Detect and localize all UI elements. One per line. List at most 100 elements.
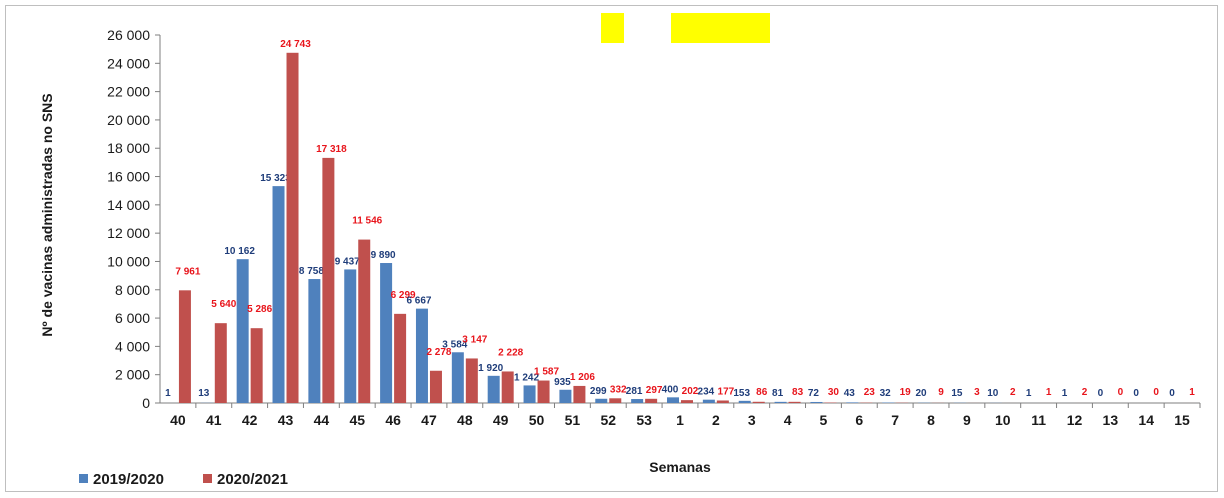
x-tick-label: 52 [600, 412, 616, 428]
x-tick-label: 46 [385, 412, 401, 428]
bar-2020-2021 [429, 370, 442, 403]
data-label-2020-2021: 2 228 [498, 347, 523, 358]
y-tick-label: 24 000 [107, 55, 150, 71]
data-label-2019-2020: 1 [1062, 388, 1068, 399]
x-tick-label: 12 [1067, 412, 1083, 428]
y-tick-label: 26 000 [107, 27, 150, 43]
bar-2020-2021 [250, 328, 263, 403]
data-label-2020-2021: 83 [792, 387, 804, 398]
data-label-2019-2020: 1 920 [478, 363, 503, 374]
legend-label-2020-2021: 2020/2021 [217, 471, 288, 488]
bar-2019-2020 [631, 399, 644, 403]
y-tick-label: 12 000 [107, 225, 150, 241]
x-tick-label: 8 [927, 412, 935, 428]
bar-2020-2021 [752, 401, 765, 403]
data-label-2020-2021: 86 [756, 387, 768, 398]
y-tick-label: 0 [142, 395, 150, 411]
data-label-2019-2020: 153 [733, 388, 750, 399]
x-tick-label: 14 [1138, 412, 1154, 428]
data-label-2020-2021: 5 286 [247, 304, 272, 315]
y-tick-label: 16 000 [107, 169, 150, 185]
data-label-2019-2020: 8 758 [299, 266, 324, 277]
data-label-2019-2020: 3 584 [442, 339, 467, 350]
bar-2019-2020 [667, 397, 679, 403]
x-tick-label: 4 [784, 412, 792, 428]
bar-2019-2020 [487, 375, 500, 403]
data-label-2020-2021: 202 [682, 386, 699, 397]
bar-2020-2021 [465, 358, 478, 403]
bar-2019-2020 [810, 401, 823, 403]
bar-2019-2020 [702, 399, 715, 403]
data-label-2019-2020: 1 242 [514, 372, 539, 383]
data-label-2019-2020: 6 667 [406, 296, 431, 307]
data-label-2020-2021: 9 [938, 387, 944, 398]
bar-2019-2020 [308, 279, 321, 403]
x-tick-label: 9 [963, 412, 971, 428]
bar-2020-2021 [609, 398, 622, 403]
x-tick-label: 7 [891, 412, 899, 428]
data-label-2019-2020: 1 [165, 388, 171, 399]
legend-label-2019-2020: 2019/2020 [93, 471, 164, 488]
data-label-2019-2020: 935 [554, 377, 571, 388]
highlight-wide [671, 13, 770, 43]
x-tick-label: 51 [565, 412, 581, 428]
data-label-2020-2021: 6 299 [391, 290, 416, 301]
x-tick-label: 47 [421, 412, 437, 428]
bar-2020-2021 [788, 401, 801, 403]
data-label-2020-2021: 3 [974, 387, 980, 398]
highlight-small [601, 13, 624, 43]
x-tick-label: 50 [529, 412, 545, 428]
y-tick-label: 6 000 [115, 310, 150, 326]
data-label-2019-2020: 72 [808, 388, 820, 399]
x-tick-label: 43 [278, 412, 294, 428]
bar-2019-2020 [595, 398, 608, 403]
x-tick-label: 6 [855, 412, 863, 428]
bar-2019-2020 [272, 186, 285, 403]
data-label-2020-2021: 332 [610, 384, 627, 395]
data-label-2019-2020: 0 [1133, 388, 1139, 399]
y-tick-label: 8 000 [115, 282, 150, 298]
bar-2020-2021 [501, 371, 514, 403]
legend-swatch-2020-2021 [203, 474, 212, 483]
data-label-2020-2021: 0 [1153, 387, 1159, 398]
bar-2019-2020 [380, 263, 393, 403]
data-label-2019-2020: 281 [626, 386, 643, 397]
data-label-2020-2021: 2 [1082, 387, 1088, 398]
x-axis-title: Semanas [649, 459, 711, 475]
data-label-2019-2020: 43 [844, 388, 856, 399]
bar-2020-2021 [645, 398, 658, 403]
bar-2020-2021 [178, 290, 191, 403]
x-tick-label: 42 [242, 412, 258, 428]
data-label-2019-2020: 10 162 [224, 246, 255, 257]
data-label-2019-2020: 15 323 [260, 173, 291, 184]
x-tick-label: 40 [170, 412, 186, 428]
x-tick-label: 11 [1031, 412, 1046, 428]
y-axis-title: Nº de vacinas administradas no SNS [39, 93, 55, 336]
data-label-2020-2021: 30 [828, 387, 840, 398]
bar-2020-2021 [681, 400, 693, 403]
x-tick-label: 41 [206, 412, 222, 428]
y-tick-label: 10 000 [107, 253, 150, 269]
bar-2019-2020 [846, 402, 859, 403]
y-tick-label: 2 000 [115, 367, 150, 383]
data-label-2020-2021: 1 206 [570, 372, 595, 383]
y-tick-label: 20 000 [107, 112, 150, 128]
x-tick-label: 10 [995, 412, 1011, 428]
data-label-2020-2021: 11 546 [352, 216, 382, 227]
data-label-2020-2021: 2 [1010, 387, 1016, 398]
x-tick-label: 15 [1174, 412, 1190, 428]
y-tick-label: 18 000 [107, 140, 150, 156]
bar-2019-2020 [738, 400, 751, 403]
x-tick-label: 48 [457, 412, 473, 428]
y-tick-label: 22 000 [107, 84, 150, 100]
bar-2020-2021 [286, 52, 299, 404]
bar-2020-2021 [214, 323, 227, 403]
data-label-2020-2021: 1 [1046, 387, 1052, 398]
bar-2020-2021 [394, 313, 407, 403]
x-tick-label: 44 [314, 412, 330, 428]
bar-2019-2020 [523, 385, 536, 403]
data-label-2020-2021: 5 640 [211, 299, 236, 310]
bar-2019-2020 [236, 259, 249, 403]
chart-frame [5, 5, 1218, 492]
